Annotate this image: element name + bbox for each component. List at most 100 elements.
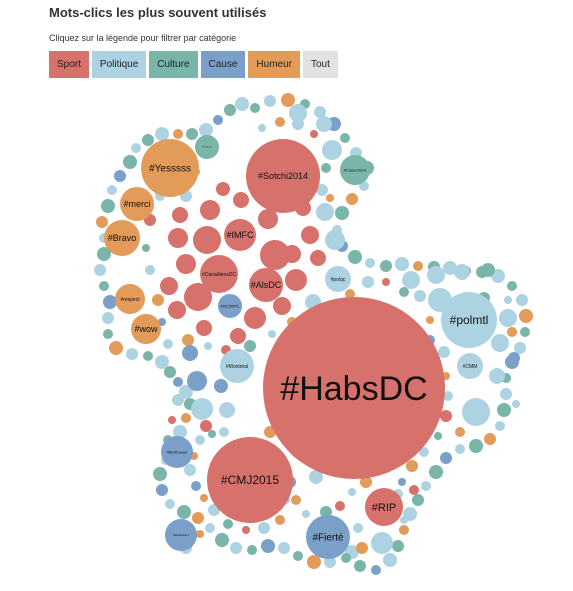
bubble-medium[interactable] (481, 263, 495, 277)
bubble-small[interactable] (345, 289, 355, 299)
bubble-small[interactable] (438, 346, 450, 358)
hashtag-bubble[interactable] (365, 488, 403, 526)
bubble-medium[interactable] (310, 250, 326, 266)
bubble-medium[interactable] (316, 116, 332, 132)
bubble-small[interactable] (321, 163, 331, 173)
bubble-small[interactable] (281, 93, 295, 107)
bubble-small[interactable] (261, 539, 275, 553)
bubble-small[interactable] (224, 104, 236, 116)
bubble-small[interactable] (103, 329, 113, 339)
bubble-small[interactable] (208, 430, 216, 438)
bubble-small[interactable] (421, 481, 431, 491)
bubble-small[interactable] (181, 413, 191, 423)
bubble-small[interactable] (165, 499, 175, 509)
bubble-small[interactable] (409, 485, 419, 495)
bubble-small[interactable] (275, 117, 285, 127)
bubble-small[interactable] (94, 264, 106, 276)
bubble-small[interactable] (223, 519, 233, 529)
hashtag-bubble[interactable] (457, 353, 483, 379)
bubble-small[interactable] (314, 106, 326, 118)
hashtag-bubble[interactable] (120, 187, 154, 221)
bubble-small[interactable] (200, 494, 208, 502)
bubble-small[interactable] (392, 540, 404, 552)
bubble-small[interactable] (126, 348, 138, 360)
bubble-small[interactable] (235, 97, 249, 111)
bubble-medium[interactable] (322, 140, 342, 160)
bubble-small[interactable] (443, 391, 453, 401)
bubble-medium[interactable] (316, 203, 334, 221)
bubble-small[interactable] (242, 526, 250, 534)
bubble-small[interactable] (495, 421, 505, 431)
bubble-medium[interactable] (233, 192, 249, 208)
bubble-small[interactable] (414, 290, 426, 302)
bubble-small[interactable] (173, 377, 183, 387)
hashtag-bubble[interactable] (161, 436, 193, 468)
bubble-medium[interactable] (191, 398, 213, 420)
hashtag-bubble[interactable] (246, 139, 320, 213)
bubble-small[interactable] (278, 542, 290, 554)
bubble-small[interactable] (353, 523, 363, 533)
bubble-small[interactable] (186, 128, 198, 140)
bubble-small[interactable] (310, 130, 318, 138)
bubble-medium[interactable] (176, 254, 196, 274)
bubble-small[interactable] (182, 334, 194, 346)
bubble-small[interactable] (244, 340, 256, 352)
bubble-small[interactable] (230, 542, 242, 554)
bubble-small[interactable] (365, 258, 375, 268)
bubble-small[interactable] (399, 287, 409, 297)
bubble-small[interactable] (205, 523, 215, 533)
bubble-small[interactable] (177, 505, 191, 519)
bubble-medium[interactable] (489, 368, 505, 384)
bubble-small[interactable] (97, 247, 111, 261)
hashtag-bubble[interactable] (220, 349, 254, 383)
bubble-small[interactable] (348, 488, 356, 496)
bubble-small[interactable] (406, 460, 418, 472)
bubble-medium[interactable] (187, 371, 207, 391)
bubble-small[interactable] (371, 565, 381, 575)
bubble-medium[interactable] (491, 334, 509, 352)
bubble-small[interactable] (383, 553, 397, 567)
hashtag-bubble[interactable] (195, 135, 219, 159)
bubble-small[interactable] (142, 134, 154, 146)
bubble-small[interactable] (302, 510, 310, 518)
bubble-small[interactable] (398, 478, 406, 486)
bubble-medium[interactable] (216, 182, 230, 196)
bubble-medium[interactable] (196, 320, 212, 336)
bubble-small[interactable] (324, 556, 336, 568)
bubble-medium[interactable] (462, 398, 490, 426)
bubble-medium[interactable] (454, 264, 470, 280)
bubble-small[interactable] (109, 341, 123, 355)
hashtag-bubble[interactable] (340, 155, 370, 185)
bubble-medium[interactable] (172, 207, 188, 223)
bubble-small[interactable] (341, 553, 351, 563)
hashtag-bubble[interactable] (441, 292, 497, 348)
bubble-medium[interactable] (309, 470, 323, 484)
bubble-small[interactable] (412, 494, 424, 506)
bubble-small[interactable] (508, 352, 520, 364)
bubble-small[interactable] (191, 481, 201, 491)
bubble-small[interactable] (99, 281, 109, 291)
bubble-medium[interactable] (325, 230, 345, 250)
bubble-small[interactable] (362, 276, 374, 288)
bubble-small[interactable] (114, 170, 126, 182)
bubble-medium[interactable] (200, 200, 220, 220)
bubble-small[interactable] (195, 435, 205, 445)
bubble-small[interactable] (519, 309, 533, 323)
bubble-small[interactable] (443, 261, 457, 275)
bubble-medium[interactable] (260, 240, 290, 270)
bubble-small[interactable] (168, 416, 176, 424)
bubble-small[interactable] (219, 427, 229, 437)
bubble-medium[interactable] (168, 228, 188, 248)
bubble-small[interactable] (264, 95, 276, 107)
bubble-small[interactable] (382, 278, 390, 286)
bubble-small[interactable] (340, 133, 350, 143)
bubble-small[interactable] (143, 351, 153, 361)
bubble-small[interactable] (440, 452, 452, 464)
bubble-medium[interactable] (230, 328, 246, 344)
bubble-small[interactable] (101, 199, 115, 213)
legend-button-sport[interactable]: Sport (49, 51, 89, 78)
bubble-small[interactable] (419, 447, 429, 457)
bubble-small[interactable] (469, 439, 483, 453)
bubble-small[interactable] (346, 193, 358, 205)
bubble-small[interactable] (335, 206, 349, 220)
